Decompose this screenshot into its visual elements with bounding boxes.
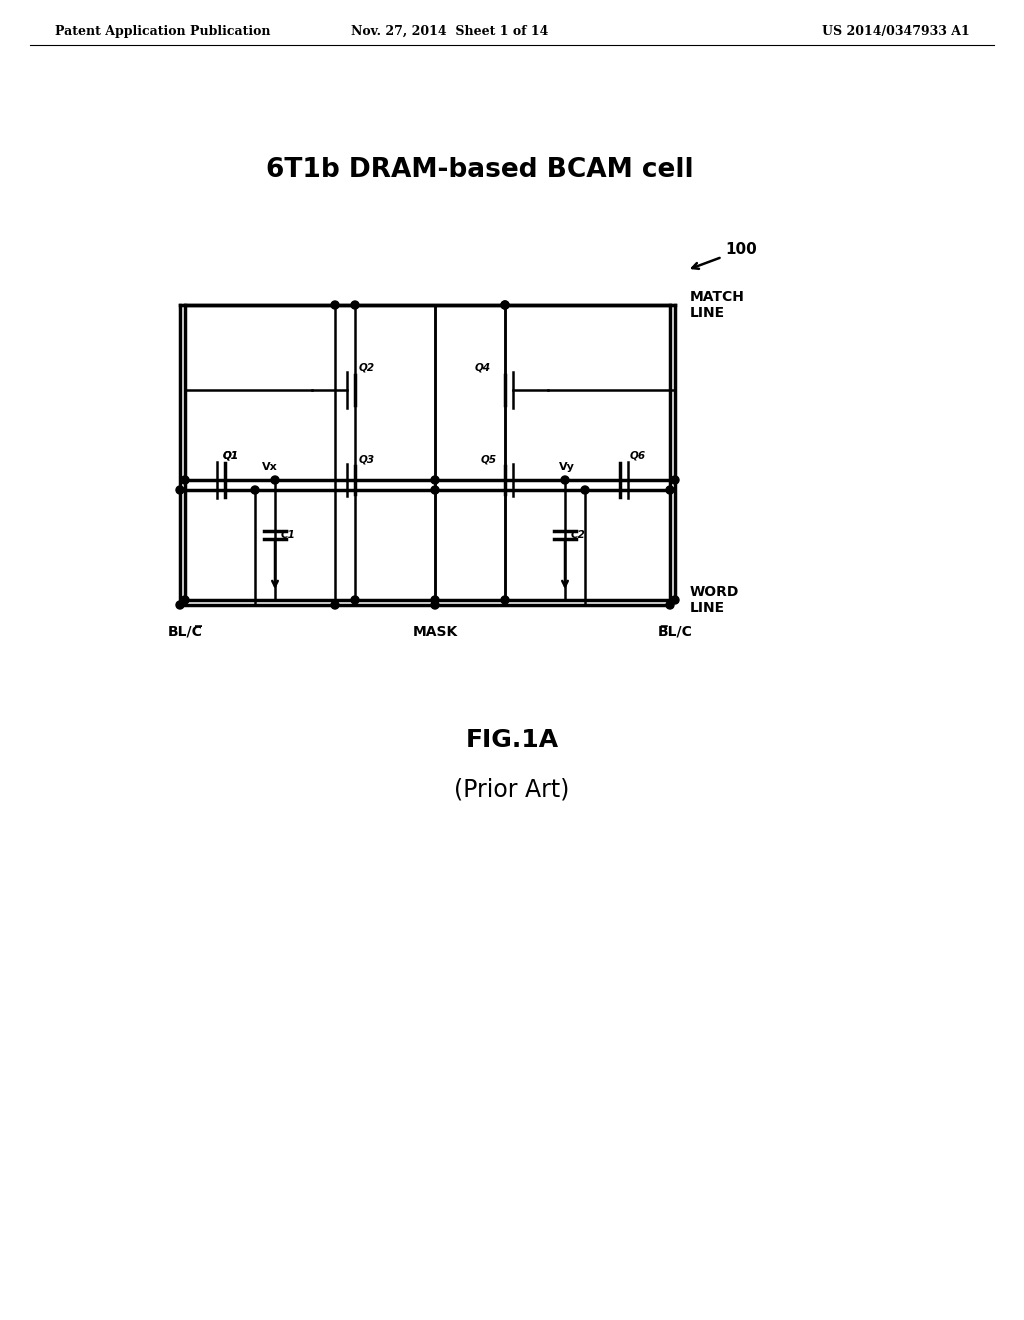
Circle shape: [331, 301, 339, 309]
Circle shape: [251, 486, 259, 494]
Circle shape: [176, 601, 184, 609]
Text: Q3: Q3: [359, 454, 375, 465]
Text: BL/C̅: BL/C̅: [168, 624, 203, 639]
Circle shape: [176, 486, 184, 494]
Text: MATCH
LINE: MATCH LINE: [690, 290, 744, 321]
Text: Q5: Q5: [481, 454, 497, 465]
Text: Vx: Vx: [262, 462, 278, 473]
Text: Q2: Q2: [359, 363, 375, 374]
Circle shape: [181, 477, 189, 484]
Circle shape: [431, 486, 439, 494]
Text: FIG.1A: FIG.1A: [466, 729, 558, 752]
Text: US 2014/0347933 A1: US 2014/0347933 A1: [822, 25, 970, 38]
Circle shape: [271, 477, 279, 484]
Text: 6T1b DRAM-based BCAM cell: 6T1b DRAM-based BCAM cell: [266, 157, 694, 183]
Circle shape: [181, 597, 189, 605]
Circle shape: [666, 486, 674, 494]
Circle shape: [431, 597, 439, 605]
Text: (Prior Art): (Prior Art): [455, 777, 569, 803]
Text: Patent Application Publication: Patent Application Publication: [55, 25, 270, 38]
Circle shape: [581, 486, 589, 494]
Circle shape: [501, 301, 509, 309]
Text: Q1: Q1: [223, 450, 240, 459]
Circle shape: [671, 597, 679, 605]
Text: Q4: Q4: [475, 363, 492, 374]
Circle shape: [501, 301, 509, 309]
Circle shape: [671, 477, 679, 484]
Circle shape: [666, 601, 674, 609]
Text: WORD
LINE: WORD LINE: [690, 585, 739, 615]
Text: MASK: MASK: [413, 624, 458, 639]
Circle shape: [331, 601, 339, 609]
Text: Q1: Q1: [223, 450, 240, 459]
Text: C1: C1: [281, 531, 296, 540]
Text: Nov. 27, 2014  Sheet 1 of 14: Nov. 27, 2014 Sheet 1 of 14: [351, 25, 549, 38]
Circle shape: [351, 597, 359, 605]
Text: B̅L/C: B̅L/C: [657, 624, 692, 639]
Circle shape: [431, 601, 439, 609]
Text: 100: 100: [692, 243, 757, 269]
Circle shape: [431, 477, 439, 484]
Text: Vy: Vy: [559, 462, 574, 473]
Circle shape: [561, 477, 569, 484]
Circle shape: [351, 301, 359, 309]
Text: C2: C2: [571, 531, 586, 540]
Circle shape: [501, 597, 509, 605]
Text: Q6: Q6: [630, 450, 646, 459]
